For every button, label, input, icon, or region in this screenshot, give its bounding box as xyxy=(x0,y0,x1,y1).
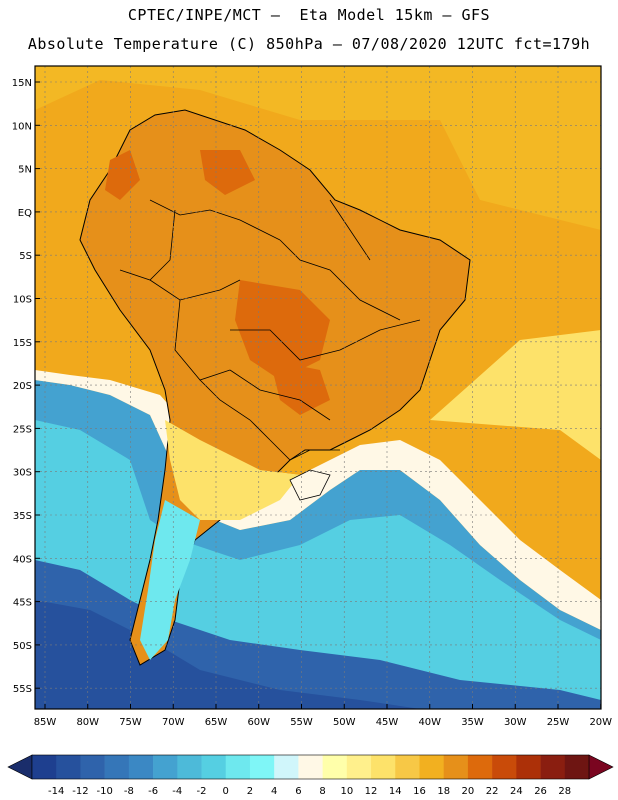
colorbar-label: 14 xyxy=(389,786,402,797)
lon-label: 50W xyxy=(333,717,356,728)
continent-yellow-zone xyxy=(165,420,300,520)
colorbar-label: -12 xyxy=(72,786,88,797)
lon-label: 55W xyxy=(290,717,313,728)
lon-label: 45W xyxy=(376,717,399,728)
lat-label: 15S xyxy=(13,338,32,349)
lon-label: 85W xyxy=(34,717,57,728)
lat-label: 30S xyxy=(13,468,32,479)
colorbar-swatch xyxy=(201,755,227,779)
lon-label: 40W xyxy=(418,717,441,728)
lon-label: 60W xyxy=(247,717,270,728)
colorbar-swatch xyxy=(225,755,251,779)
lat-label: 55S xyxy=(13,684,32,695)
hot-core-center xyxy=(235,280,330,380)
colorbar-label: 18 xyxy=(437,786,450,797)
colorbar-swatch xyxy=(492,755,517,779)
chart-subtitle: Absolute Temperature (C) 850hPa – 07/08/… xyxy=(27,35,591,53)
colorbar-swatch xyxy=(177,755,202,779)
lon-label: 20W xyxy=(589,717,612,728)
chart-title: CPTEC/INPE/MCT – Eta Model 15km – GFS xyxy=(127,6,491,24)
colorbar-swatch xyxy=(104,755,130,779)
lon-label: 30W xyxy=(504,717,527,728)
lat-label: 35S xyxy=(13,511,32,522)
colorbar-swatch xyxy=(80,755,105,779)
latitude-labels: 15N 10N 5N EQ 5S 10S 15S 20S 25S 30S 35S 40S 45S 50S 5… xyxy=(12,78,40,695)
colorbar-swatch xyxy=(32,755,57,779)
colorbar-label: 28 xyxy=(558,786,571,797)
country-borders xyxy=(119,199,421,461)
lon-label: 80W xyxy=(76,717,99,728)
graticule xyxy=(35,66,601,709)
colorbar-label: -14 xyxy=(48,786,64,797)
colorbar-swatch xyxy=(153,755,178,779)
lat-label: 5S xyxy=(19,251,32,262)
lat-label: 10S xyxy=(13,295,32,306)
colorbar-swatch xyxy=(419,755,444,779)
colorbar-swatch xyxy=(564,755,590,779)
colorbar-swatch xyxy=(395,755,420,779)
lat-label: EQ xyxy=(18,208,32,219)
colorbar-label: 6 xyxy=(295,786,301,797)
hot-core-venezuela xyxy=(200,150,255,195)
lat-label: 15N xyxy=(12,78,32,89)
colorbar-low-arrow xyxy=(7,754,33,780)
colorbar-label: 10 xyxy=(340,786,353,797)
colorbar xyxy=(7,754,614,780)
colorbar-label: -8 xyxy=(124,786,134,797)
colorbar-label: 16 xyxy=(413,786,426,797)
lon-label: 75W xyxy=(119,717,142,728)
colorbar-swatch xyxy=(56,755,81,779)
colorbar-high-arrow xyxy=(588,754,614,780)
colorbar-label: 2 xyxy=(247,786,253,797)
lat-label: 20S xyxy=(13,381,32,392)
colorbar-label: 0 xyxy=(223,786,229,797)
colorbar-swatch xyxy=(467,755,493,779)
colorbar-label: 20 xyxy=(462,786,475,797)
hot-core-colombia xyxy=(105,150,140,200)
lon-label: 70W xyxy=(162,717,185,728)
lat-label: 5N xyxy=(18,165,32,176)
lat-label: 25S xyxy=(13,424,32,435)
colorbar-swatch xyxy=(540,755,566,779)
colorbar-label: -2 xyxy=(197,786,207,797)
north-ocean-band xyxy=(35,66,601,230)
lat-label: 10N xyxy=(12,121,32,132)
lon-label: 25W xyxy=(547,717,570,728)
lat-label: 50S xyxy=(13,641,32,652)
colorbar-swatch xyxy=(322,755,348,779)
colorbar-labels: -14 -12 -10 -8 -6 -4 -2 0 2 4 6 8 10 12 14 16 18 20 22 24 26… xyxy=(48,786,571,797)
colorbar-swatch xyxy=(249,755,275,779)
colorbar-swatch xyxy=(371,755,396,779)
deepest-cold-field xyxy=(35,600,420,709)
colorbar-label: 26 xyxy=(534,786,547,797)
colorbar-label: 8 xyxy=(319,786,325,797)
colorbar-label: 4 xyxy=(271,786,277,797)
colorbar-frame xyxy=(31,754,590,780)
colorbar-label: 12 xyxy=(365,786,378,797)
colorbar-swatch xyxy=(274,755,299,779)
colorbar-swatch xyxy=(298,755,323,779)
lat-label: 45S xyxy=(13,598,32,609)
lon-label: 35W xyxy=(461,717,484,728)
temperature-field xyxy=(35,66,601,709)
hot-core-south xyxy=(270,360,330,415)
colorbar-swatch xyxy=(346,755,372,779)
colorbar-label: 22 xyxy=(486,786,499,797)
patagonia-cold-zone xyxy=(140,500,200,660)
lat-label: 40S xyxy=(13,554,32,565)
colorbar-label: -10 xyxy=(96,786,112,797)
colorbar-swatch xyxy=(516,755,541,779)
colorbar-label: -4 xyxy=(172,786,182,797)
map-frame xyxy=(34,65,602,710)
lon-label: 65W xyxy=(205,717,228,728)
colorbar-swatch xyxy=(443,755,469,779)
colorbar-label: -6 xyxy=(148,786,158,797)
colorbar-swatch xyxy=(128,755,154,779)
longitude-labels: 85W 80W 75W 70W 65W 60W 55W 50W 45W 40W 35W 30W 25W 2… xyxy=(34,704,612,728)
colorbar-label: 24 xyxy=(510,786,523,797)
